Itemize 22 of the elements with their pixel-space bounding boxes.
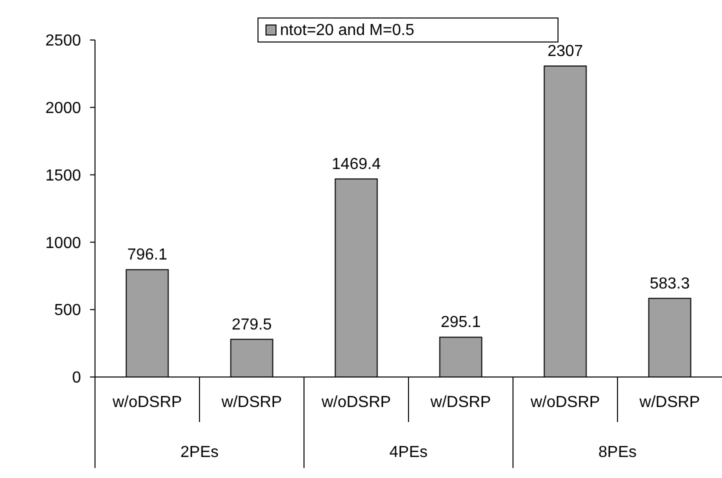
data-label: 2307 [547,43,584,60]
text: 8PEs [598,444,637,461]
x-tick-label: w/oDSRP [320,394,391,411]
y-tick-label: 2500 [45,32,82,50]
y-tick-label: 500 [54,302,82,320]
data-label: 295.1 [440,314,481,332]
x-tick-label: w/oDSRP [112,394,182,411]
y-tick-label: 1500 [45,167,82,184]
legend-label: ntot=20 and M=0.5 [280,22,414,39]
data-label: 796.1 [127,246,168,264]
x-tick-label: w/DSRP [430,394,491,411]
x-tick-label: w/DSRP [638,394,700,411]
y-tick-label: 2000 [45,100,82,117]
y-tick-label: 1000 [45,234,82,252]
text: 2PEs [180,444,219,461]
y-tick-label: 0 [72,370,82,387]
x-tick-label: w/oDSRP [530,394,600,411]
data-label: 279.5 [232,316,272,334]
data-label: 1469.4 [332,156,381,173]
data-label: 583.3 [650,275,690,292]
x-tick-label: w/DSRP [220,394,282,411]
text: 4PEs [389,444,428,461]
